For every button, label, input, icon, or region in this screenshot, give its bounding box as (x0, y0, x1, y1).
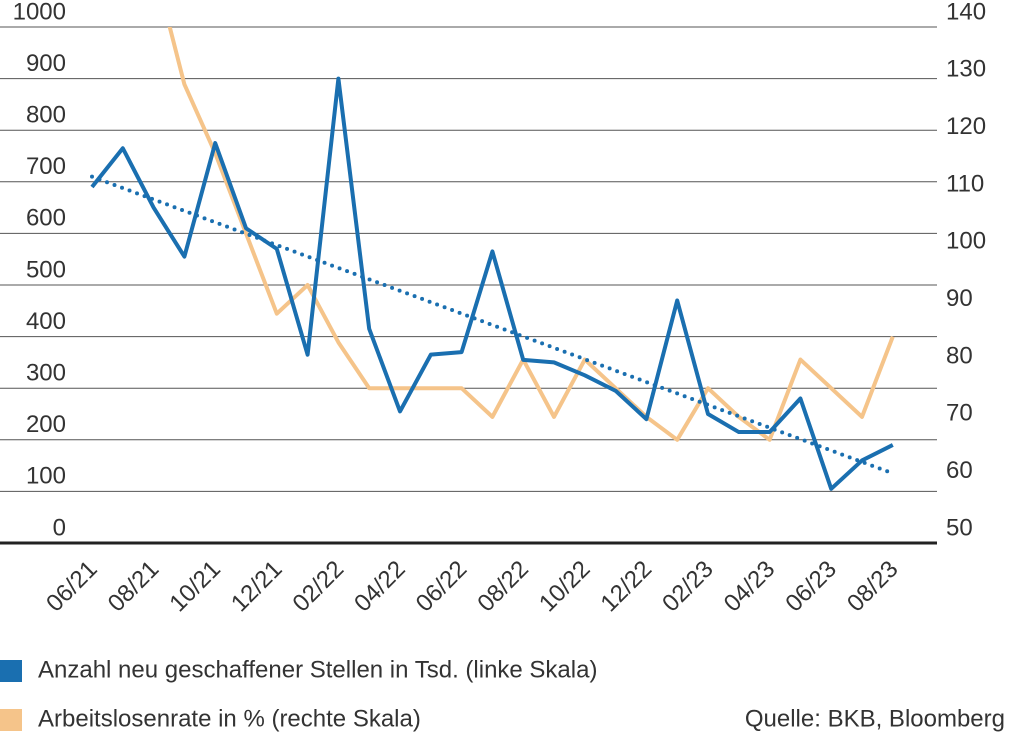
x-tick-label: 02/23 (657, 556, 719, 618)
y2-tick-label: 110 (946, 170, 984, 197)
x-tick-label: 02/22 (288, 556, 350, 618)
legend-swatch (0, 709, 22, 731)
y-tick-label: 500 (26, 256, 66, 283)
y2-tick-label: 90 (946, 285, 973, 312)
x-tick-label: 04/22 (349, 556, 411, 618)
y2-tick-label: 140 (946, 0, 986, 25)
line (167, 27, 895, 442)
y2-tick-label: 80 (946, 342, 973, 369)
x-tick-label: 10/21 (164, 556, 226, 618)
legend-label: Anzahl neu geschaffener Stellen in Tsd. … (38, 656, 597, 683)
y-tick-label: 700 (26, 153, 66, 180)
x-tick-label: 12/22 (596, 556, 658, 618)
y-tick-label: 400 (26, 308, 66, 335)
x-tick-label: 10/22 (534, 556, 596, 618)
legend-label: Arbeitslosenrate in % (rechte Skala) (38, 705, 421, 732)
y-tick-label: 900 (26, 50, 66, 77)
line (90, 76, 894, 491)
y2-tick-label: 100 (946, 228, 986, 255)
x-tick-label: 08/23 (842, 556, 904, 618)
y-tick-label: 1000 (13, 0, 66, 25)
legend-swatch (0, 660, 22, 682)
y-tick-label: 800 (26, 102, 66, 129)
y2-tick-label: 70 (946, 400, 973, 427)
source: Quelle: BKB, Bloomberg (745, 705, 1005, 732)
x-tick-label: 08/21 (103, 556, 165, 618)
y2-tick-label: 120 (946, 113, 986, 140)
y-tick-label: 100 (26, 463, 66, 490)
trend-line (90, 174, 895, 476)
x-tick-label: 04/23 (719, 556, 781, 618)
y2-tick-label: 60 (946, 457, 973, 484)
x-tick-label: 06/21 (41, 556, 103, 618)
plot (90, 27, 895, 491)
x-tick-label: 06/22 (411, 556, 473, 618)
y2-tick-label: 50 (946, 514, 973, 541)
y-tick-label: 600 (26, 205, 66, 232)
y-tick-label: 300 (26, 360, 66, 387)
y-tick-label: 200 (26, 411, 66, 438)
y2-tick-label: 130 (946, 56, 986, 83)
y-tick-label: 0 (53, 514, 66, 541)
x-tick-label: 06/23 (780, 556, 842, 618)
x-tick-label: 12/21 (226, 556, 288, 618)
x-tick-label: 08/22 (472, 556, 534, 618)
